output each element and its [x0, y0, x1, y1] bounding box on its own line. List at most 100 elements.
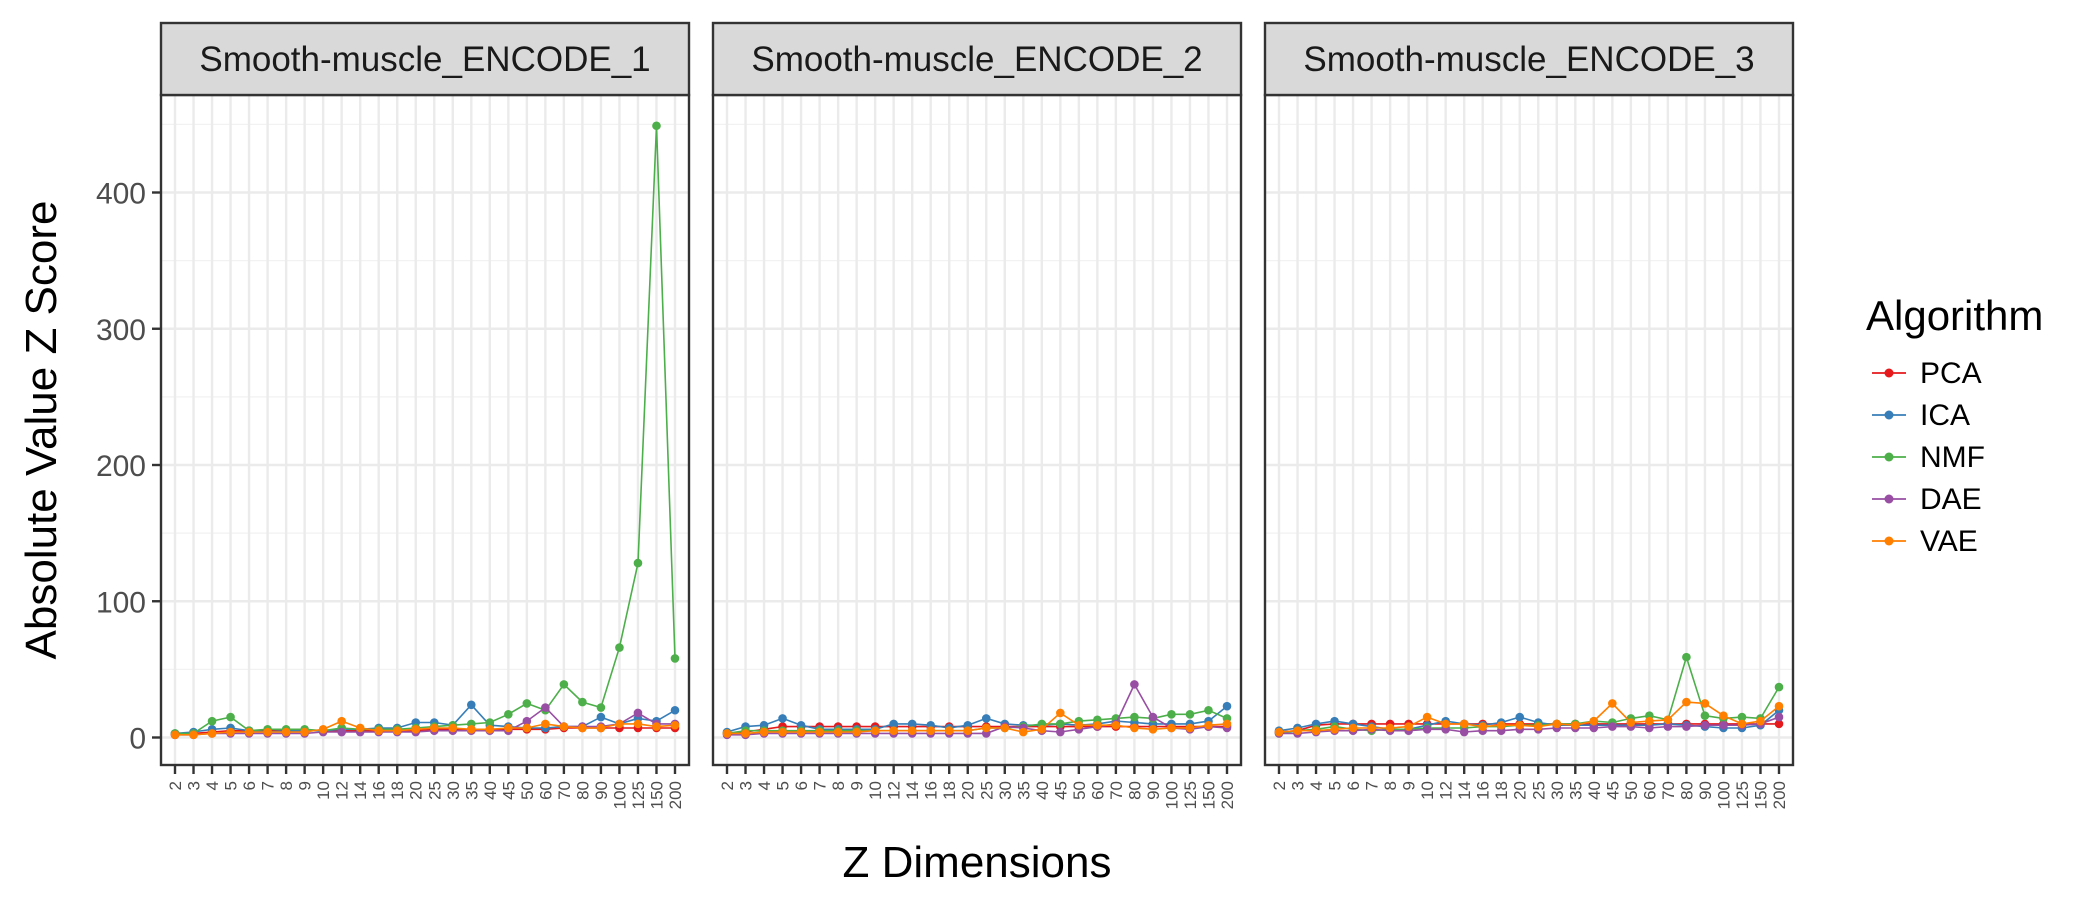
- data-point-dae: [1700, 720, 1710, 730]
- data-point-vae: [1422, 712, 1432, 722]
- x-tick-label: 14: [351, 781, 370, 800]
- legend-key-point: [1884, 452, 1894, 462]
- y-tick-label: 100: [96, 586, 146, 619]
- data-point-vae: [1018, 727, 1028, 737]
- x-tick-label: 150: [647, 781, 666, 809]
- x-tick-label: 90: [1144, 781, 1163, 800]
- data-point-vae: [281, 727, 291, 737]
- x-tick-label: 70: [1659, 781, 1678, 800]
- data-point-vae: [1682, 697, 1691, 707]
- x-tick-label: 5: [774, 781, 793, 790]
- data-point-vae: [429, 723, 439, 733]
- x-tick-label: 3: [185, 781, 204, 790]
- x-tick-label: 40: [1585, 781, 1604, 800]
- series-line-dae: [175, 706, 675, 736]
- x-tick-label: 4: [203, 781, 222, 790]
- x-tick-label: 5: [222, 781, 241, 790]
- x-tick-label: 40: [481, 781, 500, 800]
- data-point-vae: [1111, 720, 1121, 730]
- x-tick-label: 90: [592, 781, 611, 800]
- data-point-vae: [615, 719, 624, 729]
- data-point-vae: [559, 722, 569, 731]
- data-point-ica: [1222, 701, 1232, 711]
- data-point-dae: [541, 703, 550, 712]
- data-point-nmf: [633, 558, 643, 568]
- data-point-vae: [1459, 719, 1469, 729]
- data-point-nmf: [670, 654, 680, 663]
- data-point-vae: [1222, 719, 1232, 729]
- x-tick-label: 125: [629, 781, 648, 809]
- data-point-vae: [1700, 699, 1710, 708]
- data-point-vae: [1663, 715, 1673, 725]
- x-tick-label: 12: [1437, 781, 1456, 800]
- legend-label-pca: PCA: [1920, 357, 1982, 390]
- data-point-vae: [1626, 718, 1636, 727]
- data-point-vae: [263, 727, 272, 737]
- data-point-ica: [981, 714, 991, 723]
- data-point-vae: [815, 727, 824, 737]
- data-point-vae: [318, 725, 328, 734]
- data-point-vae: [337, 716, 346, 726]
- x-tick-label: 35: [1014, 781, 1033, 800]
- data-point-vae: [778, 727, 787, 737]
- series-line-pca: [1278, 723, 1779, 733]
- data-point-nmf: [596, 703, 606, 712]
- data-point-vae: [1515, 720, 1525, 730]
- data-point-dae: [1682, 722, 1691, 731]
- facet-strip: [711, 21, 1243, 97]
- data-point-dae: [633, 708, 643, 718]
- series-line-vae: [175, 720, 676, 736]
- x-tick-label: 9: [1400, 781, 1419, 790]
- x-tick-label: 16: [370, 781, 389, 800]
- data-point-vae: [1037, 725, 1047, 734]
- data-point-dae: [1719, 720, 1728, 730]
- data-point-vae: [1608, 699, 1617, 708]
- data-point-vae: [522, 723, 532, 733]
- x-tick-label: 30: [444, 781, 463, 800]
- data-point-dae: [1056, 727, 1065, 737]
- x-tick-label: 8: [1381, 781, 1400, 790]
- data-point-vae: [1737, 719, 1747, 729]
- data-point-ica: [1515, 712, 1525, 722]
- data-point-vae: [1274, 727, 1284, 737]
- x-tick-label: 100: [610, 781, 629, 809]
- x-tick-label: 30: [1548, 781, 1567, 800]
- x-tick-label: 80: [1125, 781, 1144, 800]
- x-tick-label: 18: [1492, 781, 1511, 800]
- data-point-vae: [1570, 720, 1580, 730]
- x-tick-label: 45: [1051, 781, 1070, 800]
- data-point-vae: [541, 719, 550, 729]
- data-point-nmf: [1130, 712, 1139, 722]
- data-point-nmf: [1204, 705, 1213, 715]
- x-tick-label: 3: [737, 781, 756, 790]
- data-point-vae: [1478, 722, 1488, 731]
- x-tick-label: 125: [1733, 781, 1752, 809]
- x-tick-label: 9: [296, 781, 315, 790]
- data-point-vae: [981, 723, 991, 733]
- x-tick-label: 50: [1622, 781, 1641, 800]
- x-tick-label: 80: [1677, 781, 1696, 800]
- x-tick-label: 16: [922, 781, 941, 800]
- data-point-vae: [1441, 719, 1450, 729]
- x-tick-label: 20: [959, 781, 978, 800]
- data-point-dae: [1148, 712, 1158, 722]
- data-point-ica: [670, 705, 680, 715]
- data-point-dae: [1645, 723, 1654, 733]
- data-point-vae: [1130, 723, 1139, 733]
- data-point-vae: [1074, 720, 1084, 730]
- data-point-dae: [1608, 722, 1617, 731]
- x-tick-label: 70: [555, 781, 574, 800]
- data-point-vae: [411, 725, 421, 734]
- data-point-nmf: [1737, 712, 1747, 722]
- x-tick-label: 100: [1162, 781, 1181, 809]
- data-point-vae: [1496, 720, 1506, 730]
- series-line-dae: [727, 682, 1228, 736]
- data-point-ica: [596, 712, 606, 722]
- legend-title: Algorithm: [1866, 292, 2043, 339]
- x-tick-label: 40: [1033, 781, 1052, 800]
- data-point-nmf: [1185, 710, 1195, 719]
- data-point-vae: [889, 726, 898, 735]
- data-point-vae: [670, 720, 680, 730]
- x-tick-label: 4: [755, 781, 774, 790]
- x-tick-label: 16: [1474, 781, 1493, 800]
